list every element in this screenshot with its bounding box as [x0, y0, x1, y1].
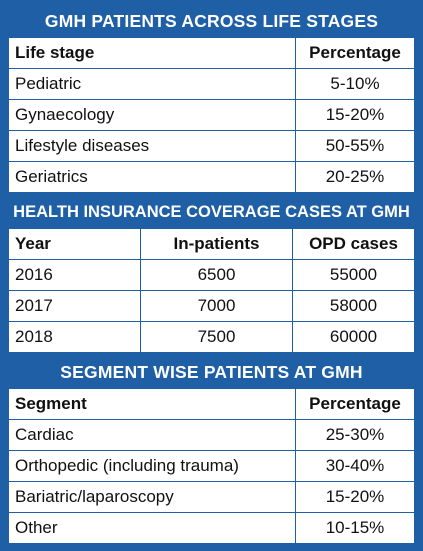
table-row: Geriatrics 20-25%: [8, 161, 415, 193]
percentage-cell: 5-10%: [295, 68, 415, 100]
percentage-cell: 10-15%: [295, 512, 415, 544]
percentage-cell: 30-40%: [295, 450, 415, 482]
column-header-life-stage: Life stage: [8, 37, 296, 69]
life-stage-cell: Geriatrics: [8, 161, 296, 193]
table-row: Lifestyle diseases 50-55%: [8, 130, 415, 162]
table-row: 2018 7500 60000: [8, 321, 415, 353]
percentage-cell: 20-25%: [295, 161, 415, 193]
table-row: Other 10-15%: [8, 512, 415, 544]
percentage-cell: 15-20%: [295, 99, 415, 131]
table-header-row: Year In-patients OPD cases: [8, 228, 415, 260]
column-header-in-patients: In-patients: [140, 228, 293, 260]
column-header-opd-cases: OPD cases: [292, 228, 415, 260]
in-patients-cell: 7000: [140, 290, 293, 322]
segment-cell: Cardiac: [8, 419, 296, 451]
year-cell: 2017: [8, 290, 141, 322]
table-row: Bariatric/laparoscopy 15-20%: [8, 481, 415, 513]
opd-cases-cell: 58000: [292, 290, 415, 322]
percentage-cell: 25-30%: [295, 419, 415, 451]
table-header-row: Segment Percentage: [8, 388, 415, 420]
insurance-title: HEALTH INSURANCE COVERAGE CASES AT GMH: [13, 203, 410, 221]
segments-table: Segment Percentage Cardiac 25-30% Orthop…: [8, 388, 415, 544]
column-header-segment: Segment: [8, 388, 296, 420]
table-row: Cardiac 25-30%: [8, 419, 415, 451]
year-cell: 2018: [8, 321, 141, 353]
column-header-percentage: Percentage: [295, 37, 415, 69]
year-cell: 2016: [8, 259, 141, 291]
in-patients-cell: 6500: [140, 259, 293, 291]
in-patients-cell: 7500: [140, 321, 293, 353]
table-row: Orthopedic (including trauma) 30-40%: [8, 450, 415, 482]
life-stage-cell: Gynaecology: [8, 99, 296, 131]
table-header-row: Life stage Percentage: [8, 37, 415, 69]
life-stages-table: Life stage Percentage Pediatric 5-10% Gy…: [8, 37, 415, 193]
life-stage-cell: Lifestyle diseases: [8, 130, 296, 162]
table-row: Pediatric 5-10%: [8, 68, 415, 100]
table-row: Gynaecology 15-20%: [8, 99, 415, 131]
segment-cell: Other: [8, 512, 296, 544]
table-row: 2016 6500 55000: [8, 259, 415, 291]
life-stages-title: GMH PATIENTS ACROSS LIFE STAGES: [44, 11, 379, 31]
insurance-table: Year In-patients OPD cases 2016 6500 550…: [8, 228, 415, 353]
segment-cell: Orthopedic (including trauma): [8, 450, 296, 482]
percentage-cell: 15-20%: [295, 481, 415, 513]
segment-cell: Bariatric/laparoscopy: [8, 481, 296, 513]
percentage-cell: 50-55%: [295, 130, 415, 162]
life-stage-cell: Pediatric: [8, 68, 296, 100]
column-header-percentage: Percentage: [295, 388, 415, 420]
opd-cases-cell: 60000: [292, 321, 415, 353]
segments-title: SEGMENT WISE PATIENTS AT GMH: [60, 362, 363, 382]
opd-cases-cell: 55000: [292, 259, 415, 291]
table-row: 2017 7000 58000: [8, 290, 415, 322]
column-header-year: Year: [8, 228, 141, 260]
